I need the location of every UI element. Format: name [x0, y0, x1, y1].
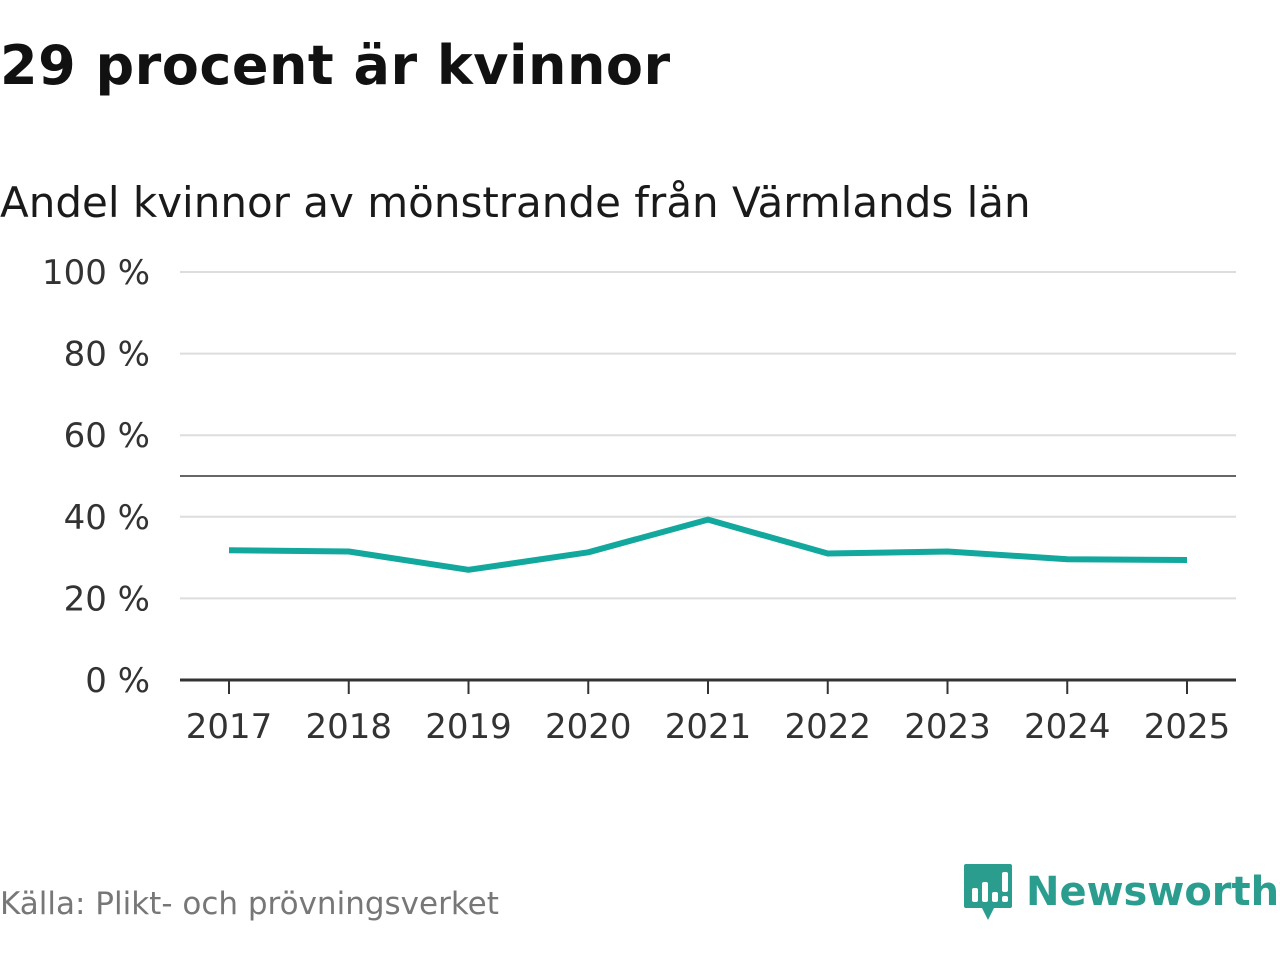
x-tick-label: 2017	[186, 707, 273, 747]
x-tick-label: 2022	[784, 707, 871, 747]
line-chart: 0 % 20 % 40 % 60 % 80 % 100 % 2017 2018 2019 202…	[42, 253, 1236, 747]
chart-subtitle: Andel kvinnor av mönstrande från Värmlan…	[0, 178, 1031, 227]
brand-logo: Newsworthy	[962, 862, 1280, 922]
series-line	[228, 516, 1188, 573]
x-tick-label: 2020	[545, 707, 632, 747]
x-axis: 2017 2018 2019 2020 2021 2022 2023 2024 2025	[180, 678, 1236, 747]
x-tick-label: 2019	[425, 707, 512, 747]
y-axis-ticks: 0 % 20 % 40 % 60 % 80 % 100 %	[42, 253, 150, 701]
y-tick-label: 80 %	[64, 335, 150, 375]
series-group	[228, 516, 1188, 573]
page-title: 29 procent är kvinnor	[0, 34, 671, 97]
x-tick-label: 2025	[1144, 707, 1231, 747]
brand-name: Newsworthy	[1026, 869, 1280, 915]
source-note: Källa: Plikt- och prövningsverket	[0, 886, 499, 922]
x-tick-label: 2024	[1024, 707, 1111, 747]
y-tick-label: 0 %	[85, 661, 150, 701]
y-tick-label: 40 %	[64, 498, 150, 538]
x-tick-label: 2018	[305, 707, 392, 747]
newsworthy-logo-icon	[964, 864, 1012, 920]
x-tick-label: 2023	[904, 707, 991, 747]
y-tick-label: 20 %	[64, 579, 150, 619]
x-tick-label: 2021	[665, 707, 752, 747]
y-tick-label: 60 %	[64, 416, 150, 456]
gridlines	[180, 271, 1236, 600]
y-tick-label: 100 %	[42, 253, 150, 293]
